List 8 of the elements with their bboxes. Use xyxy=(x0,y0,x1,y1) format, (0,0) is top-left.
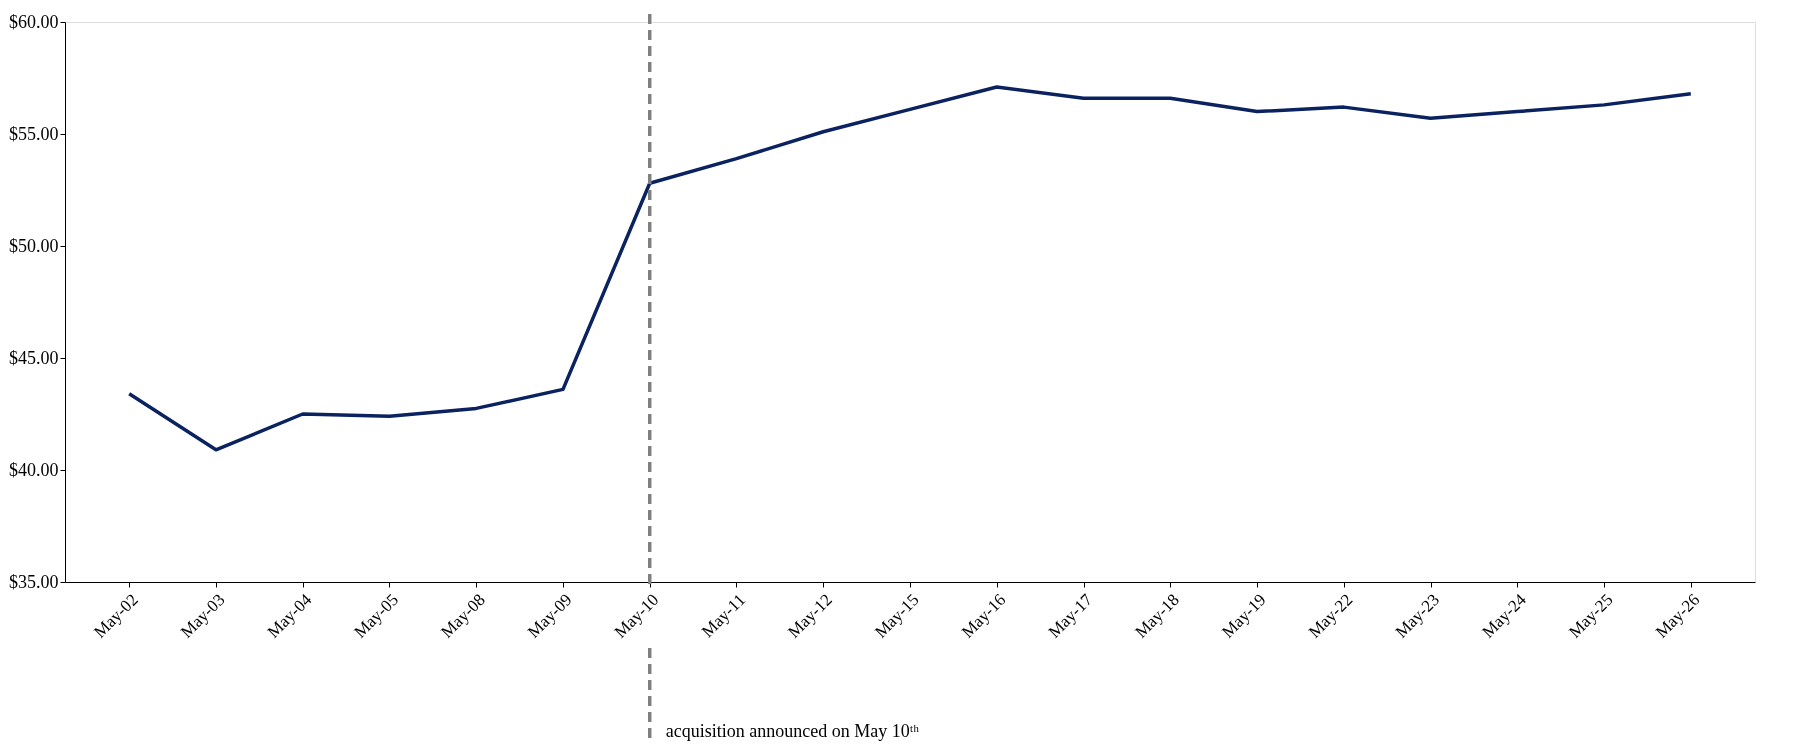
y-tick-label: $55.00 xyxy=(9,123,59,144)
y-tick-label: $60.00 xyxy=(9,11,59,32)
y-tick-label: $35.00 xyxy=(9,571,59,592)
line-series xyxy=(127,85,1693,452)
y-tick-label: $50.00 xyxy=(9,235,59,256)
y-tick-label: $45.00 xyxy=(9,347,59,368)
y-tick-label: $40.00 xyxy=(9,459,59,480)
text: acquisition announced on May 10ᵗʰ xyxy=(665,721,920,741)
